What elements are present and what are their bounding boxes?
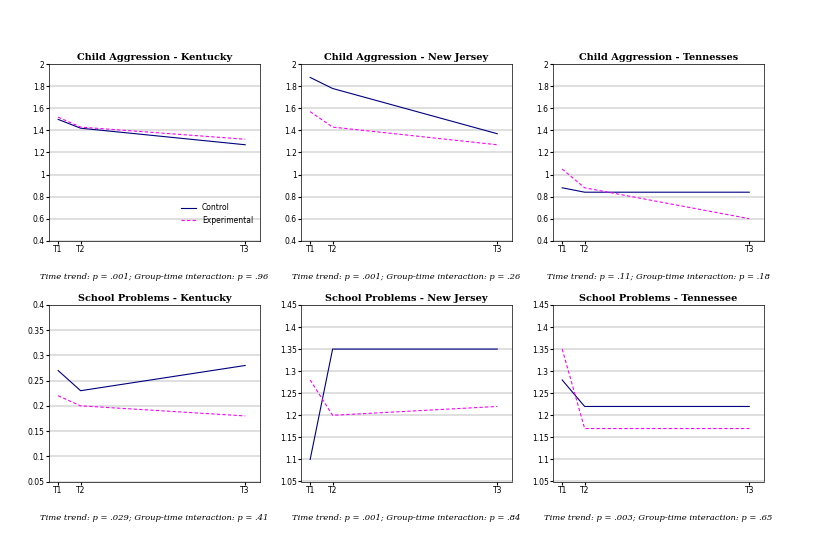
- Text: Time trend: p = .001; Group-time interaction: p = .26: Time trend: p = .001; Group-time interac…: [293, 273, 520, 281]
- Title: School Problems - New Jersey: School Problems - New Jersey: [325, 294, 488, 303]
- Title: Child Aggression - Tennesses: Child Aggression - Tennesses: [579, 53, 738, 62]
- Title: School Problems - Kentucky: School Problems - Kentucky: [78, 294, 231, 303]
- Title: School Problems - Tennessee: School Problems - Tennessee: [580, 294, 737, 303]
- Text: Time trend: p = .003; Group-time interaction: p = .65: Time trend: p = .003; Group-time interac…: [545, 514, 772, 522]
- Title: Child Aggression - New Jersey: Child Aggression - New Jersey: [324, 53, 489, 62]
- Legend: Control, Experimental: Control, Experimental: [177, 200, 256, 228]
- Text: Time trend: p = .001; Group-time interaction: p = .84: Time trend: p = .001; Group-time interac…: [293, 514, 520, 522]
- Text: Time trend: p = .11; Group-time interaction: p = .18: Time trend: p = .11; Group-time interact…: [547, 273, 770, 281]
- Text: Time trend: p = .029; Group-time interaction: p = .41: Time trend: p = .029; Group-time interac…: [41, 514, 268, 522]
- Title: Child Aggression - Kentucky: Child Aggression - Kentucky: [77, 53, 232, 62]
- Text: Time trend: p = .001; Group-time interaction: p = .96: Time trend: p = .001; Group-time interac…: [41, 273, 268, 281]
